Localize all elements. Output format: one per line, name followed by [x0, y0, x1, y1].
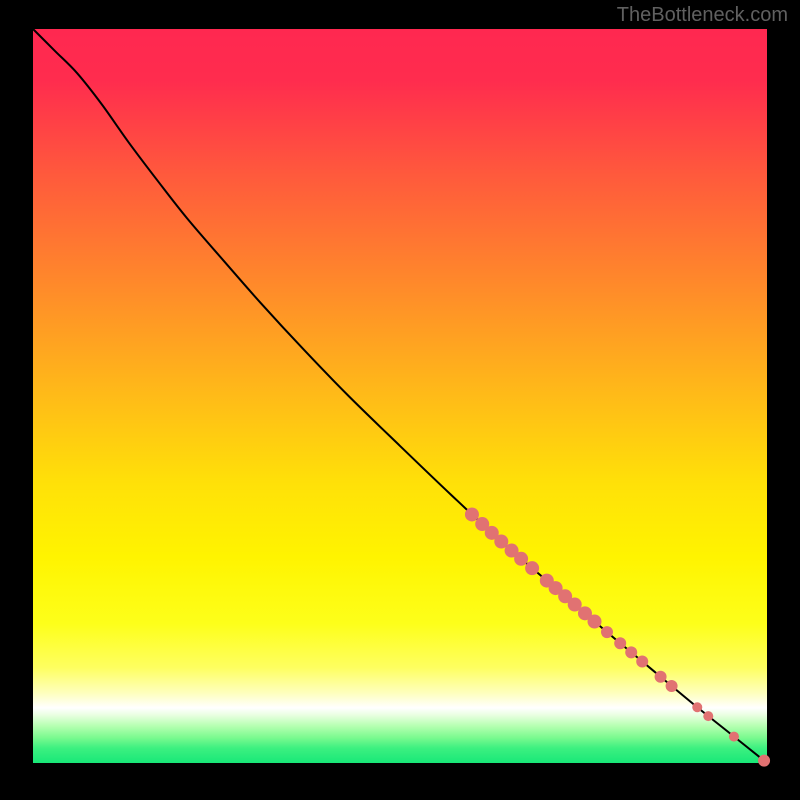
- plot-area: [33, 29, 767, 763]
- watermark-text: TheBottleneck.com: [617, 4, 788, 27]
- chart-container: TheBottleneck.com: [0, 0, 800, 800]
